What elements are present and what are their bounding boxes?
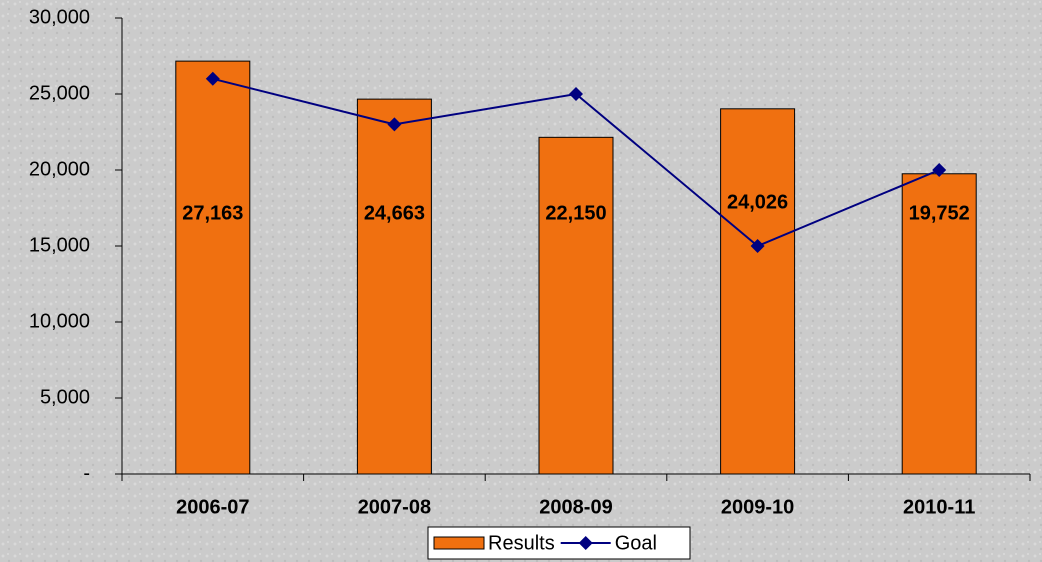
legend-swatch: [433, 536, 485, 550]
marker: [387, 117, 402, 132]
bar: [720, 108, 796, 475]
x-tick-label: 2008-09: [539, 496, 612, 518]
y-tick-label: 30,000: [29, 6, 90, 28]
legend-label: Goal: [615, 532, 657, 554]
y-tick-label: 25,000: [29, 82, 90, 104]
data-label: 24,663: [364, 202, 425, 224]
legend-label: Results: [488, 532, 555, 554]
bar: [175, 60, 251, 475]
y-tick-label: 10,000: [29, 310, 90, 332]
marker: [750, 239, 765, 253]
data-label: 22,150: [545, 202, 606, 224]
x-tick-label: 2007-08: [358, 496, 431, 518]
data-label: 19,752: [909, 202, 970, 224]
marker: [932, 163, 947, 177]
y-tick-label: 5,000: [40, 386, 90, 408]
data-label: 24,026: [727, 191, 788, 213]
marker: [205, 71, 220, 86]
bar: [356, 98, 432, 475]
x-tick-label: 2006-07: [176, 496, 249, 518]
y-tick-label: -: [83, 462, 90, 484]
legend-marker: [578, 536, 593, 550]
data-label: 27,163: [182, 202, 243, 224]
x-tick-label: 2009-10: [721, 496, 794, 518]
y-tick-label: 20,000: [29, 158, 90, 180]
y-tick-label: 15,000: [29, 234, 90, 256]
x-tick-label: 2010-11: [903, 496, 975, 518]
marker: [569, 87, 583, 101]
bar: [538, 136, 614, 475]
bar: [901, 173, 977, 475]
